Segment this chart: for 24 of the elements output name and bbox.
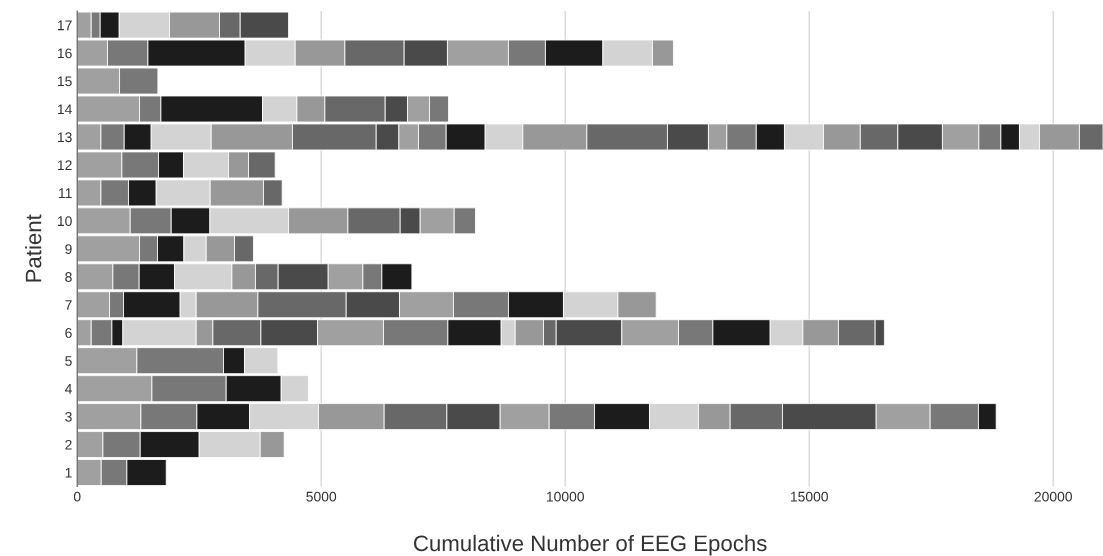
y-axis-title: Patient xyxy=(25,214,42,282)
x-tick-label: 0 xyxy=(73,491,81,502)
y-tick-label: 6 xyxy=(65,328,72,338)
x-tick-label: 15000 xyxy=(790,491,828,502)
y-tick-label: 15 xyxy=(57,76,72,87)
y-tick-label: 13 xyxy=(57,132,72,143)
x-axis-title: Cumulative Number of EEG Epochs xyxy=(414,534,767,556)
y-tick-label: 3 xyxy=(65,411,72,422)
y-tick-label: 8 xyxy=(65,272,72,282)
y-tick-label: 2 xyxy=(65,439,72,450)
y-tick-label: 16 xyxy=(57,48,72,59)
y-tick-label: 17 xyxy=(57,20,72,31)
y-tick-label: 10 xyxy=(57,216,72,227)
x-tick-label: 5000 xyxy=(306,491,337,502)
y-tick-label: 9 xyxy=(65,244,72,254)
y-tick-label: 1 xyxy=(65,468,72,478)
y-tick-label: 11 xyxy=(58,188,72,198)
y-tick-label: 12 xyxy=(57,160,72,170)
y-tick-label: 5 xyxy=(65,356,72,366)
y-tick-label: 7 xyxy=(65,300,72,310)
y-tick-label: 4 xyxy=(64,384,72,394)
y-tick-label: 14 xyxy=(57,104,72,115)
x-tick-label: 20000 xyxy=(1034,491,1072,502)
x-tick-label: 10000 xyxy=(546,491,584,502)
